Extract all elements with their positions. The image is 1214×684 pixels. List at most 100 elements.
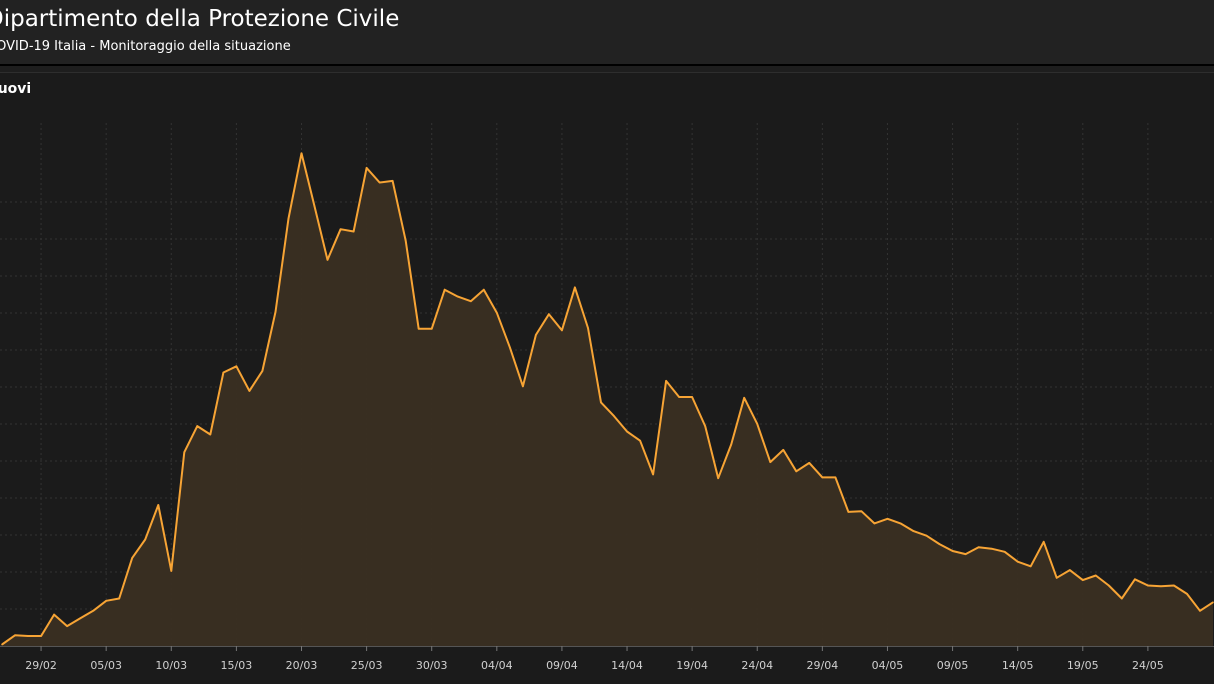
chart-panel: Nuovi 29/02 05/03 10/03 15/03 20/03 25/03 30/0… [0, 72, 1214, 684]
data-point [613, 415, 615, 417]
data-point [652, 473, 654, 476]
x-tick-label: 25/03 [351, 659, 383, 672]
data-point [92, 610, 94, 612]
data-point [378, 181, 381, 184]
data-point [1016, 560, 1019, 563]
data-point [1069, 569, 1071, 571]
data-point [873, 522, 876, 525]
data-point [430, 328, 433, 330]
data-point [509, 346, 511, 349]
chart-title: Nuovi [0, 81, 32, 97]
data-point [483, 288, 485, 291]
data-point [313, 205, 316, 207]
data-point [639, 439, 641, 442]
data-point [443, 288, 446, 291]
data-point [938, 543, 941, 545]
area-chart: 29/02 05/03 10/03 15/03 20/03 25/03 30/03 04/04… [0, 123, 1214, 672]
data-point [899, 522, 902, 525]
data-point [925, 534, 928, 537]
data-point [27, 635, 29, 637]
data-point [600, 401, 602, 404]
data-point [287, 217, 290, 220]
data-point [1042, 541, 1045, 543]
data-point [496, 311, 498, 314]
x-tick-label: 20/03 [286, 659, 318, 672]
data-point [1055, 577, 1058, 579]
x-tick-label: 24/04 [741, 659, 773, 672]
data-point [196, 425, 199, 427]
data-point [535, 334, 537, 336]
x-tick-label: 29/04 [807, 659, 839, 672]
data-point [274, 311, 277, 313]
data-point [118, 597, 120, 600]
data-point [14, 634, 16, 637]
x-tick-label: 14/04 [611, 659, 643, 672]
series-area [2, 153, 1213, 647]
data-point [977, 546, 980, 548]
x-axis-ticks: 29/02 05/03 10/03 15/03 20/03 25/03 30/03 04/04… [25, 646, 1164, 672]
data-point [352, 230, 355, 233]
data-point [1212, 601, 1214, 604]
data-point [1121, 597, 1123, 600]
data-point [1003, 551, 1006, 553]
x-tick-label: 15/03 [221, 659, 253, 672]
page-subtitle: COVID-19 Italia - Monitoraggio della sit… [0, 39, 291, 54]
data-point [665, 380, 667, 382]
data-point [209, 433, 212, 436]
data-point [1134, 578, 1136, 581]
data-point [626, 430, 628, 433]
data-point [964, 553, 967, 555]
data-points [1, 152, 1214, 646]
data-point [404, 239, 407, 242]
data-point [417, 328, 420, 330]
data-point [248, 390, 251, 392]
data-point [834, 476, 837, 479]
data-point [561, 329, 563, 332]
x-tick-label: 09/05 [937, 659, 969, 672]
data-point [821, 476, 824, 479]
data-point [990, 547, 993, 550]
data-point [1173, 584, 1175, 587]
x-tick-label: 04/05 [872, 659, 904, 672]
data-point [326, 259, 329, 261]
data-point [691, 396, 693, 398]
data-point [522, 385, 524, 388]
data-point [1095, 574, 1097, 577]
data-point [53, 613, 55, 616]
data-point [300, 152, 303, 155]
data-point [912, 530, 915, 532]
x-tick-label: 30/03 [416, 659, 448, 672]
data-point [678, 396, 680, 398]
data-point [170, 570, 173, 572]
data-point [157, 504, 160, 506]
data-point [951, 550, 954, 552]
series-line [1, 152, 1214, 646]
x-tick-label: 10/03 [155, 659, 187, 672]
data-point [548, 313, 550, 315]
data-point [1160, 585, 1162, 587]
data-point [756, 423, 758, 425]
header-bar: Dipartimento della Protezione Civile COV… [0, 0, 1214, 66]
data-point [1, 643, 3, 646]
data-point [743, 397, 745, 399]
x-tick-label: 09/04 [546, 659, 578, 672]
data-point [457, 295, 459, 298]
x-tick-label: 19/04 [676, 659, 708, 672]
data-point [587, 327, 589, 329]
data-point [131, 557, 133, 559]
data-point [1147, 584, 1149, 587]
data-point [574, 286, 576, 289]
data-point [183, 451, 186, 454]
x-tick-label: 19/05 [1067, 659, 1099, 672]
data-point [40, 635, 42, 637]
data-point [1186, 593, 1188, 595]
x-tick-label: 14/05 [1002, 659, 1034, 672]
x-tick-label: 05/03 [90, 659, 122, 672]
data-point [391, 180, 394, 182]
data-point [782, 449, 785, 451]
data-point [886, 518, 889, 520]
data-point [339, 228, 342, 230]
data-point [222, 371, 225, 374]
x-tick-label: 29/02 [25, 659, 57, 672]
data-point [1199, 610, 1201, 612]
